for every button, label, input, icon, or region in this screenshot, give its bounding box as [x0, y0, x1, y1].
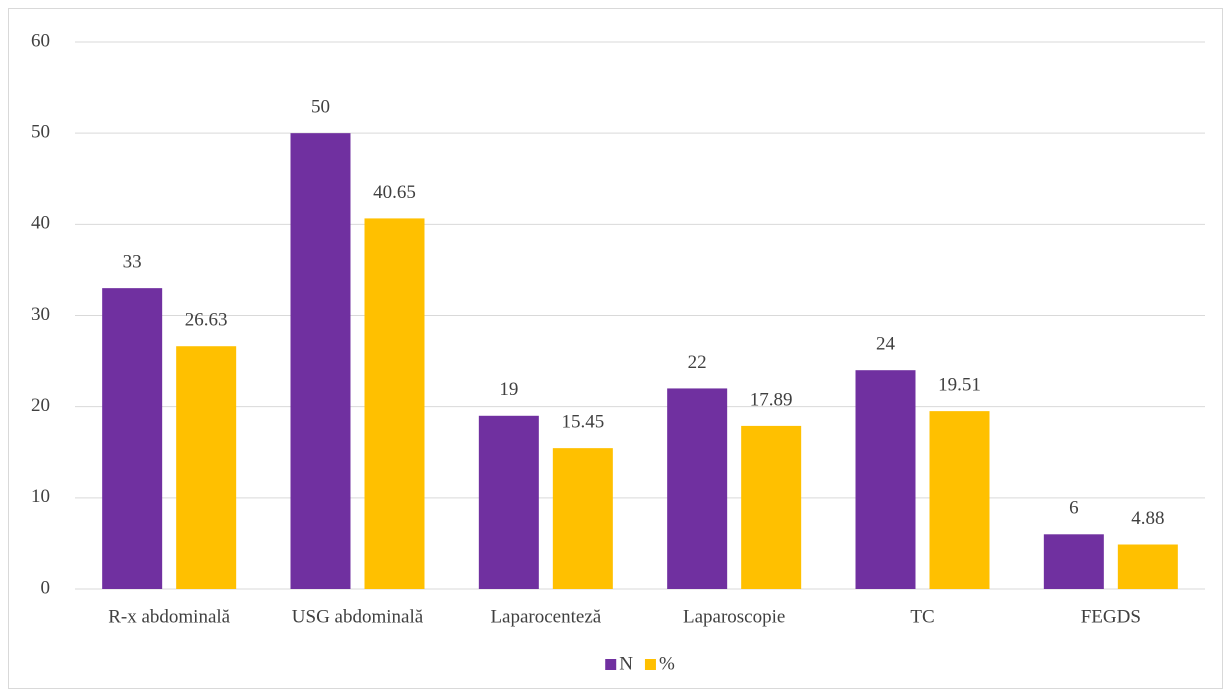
data-label: 40.65: [373, 182, 416, 203]
bar: [364, 218, 425, 589]
data-label: 26.63: [185, 310, 228, 331]
data-label: 6: [1069, 498, 1079, 519]
legend-label: N: [619, 653, 633, 674]
bar: [855, 370, 916, 589]
data-label: 50: [311, 97, 330, 118]
y-tick-label: 60: [31, 30, 50, 51]
y-tick-label: 30: [31, 304, 50, 325]
x-tick-label: Laparoscopie: [683, 606, 785, 627]
bar: [290, 133, 351, 589]
bar: [929, 411, 990, 589]
data-label: 4.88: [1131, 508, 1164, 529]
x-tick-label: TC: [910, 606, 934, 627]
y-tick-label: 20: [31, 395, 50, 416]
x-tick-label: R-x abdominală: [108, 606, 230, 627]
data-label: 19.51: [938, 374, 981, 395]
x-tick-label: USG abdominală: [292, 606, 424, 627]
bar: [176, 346, 237, 589]
bar: [1117, 544, 1178, 589]
bar: [552, 448, 613, 589]
data-label: 24: [876, 334, 896, 355]
y-tick-label: 0: [41, 577, 51, 598]
y-tick-label: 50: [31, 122, 50, 143]
data-label: 19: [499, 379, 518, 400]
bar: [667, 388, 728, 589]
legend-label: %: [659, 653, 675, 674]
bar: [478, 415, 539, 589]
bar: [102, 288, 163, 589]
data-label: 17.89: [750, 389, 793, 410]
y-tick-label: 10: [31, 486, 50, 507]
legend-swatch: [605, 659, 617, 670]
data-label: 22: [688, 352, 707, 373]
x-tick-label: Laparocenteză: [490, 606, 601, 627]
bar: [1043, 534, 1104, 589]
data-label: 33: [123, 252, 142, 273]
y-tick-label: 40: [31, 213, 50, 234]
legend-swatch: [644, 659, 656, 670]
data-label: 15.45: [561, 412, 604, 433]
bar: [741, 425, 802, 589]
x-tick-label: FEGDS: [1081, 606, 1141, 627]
